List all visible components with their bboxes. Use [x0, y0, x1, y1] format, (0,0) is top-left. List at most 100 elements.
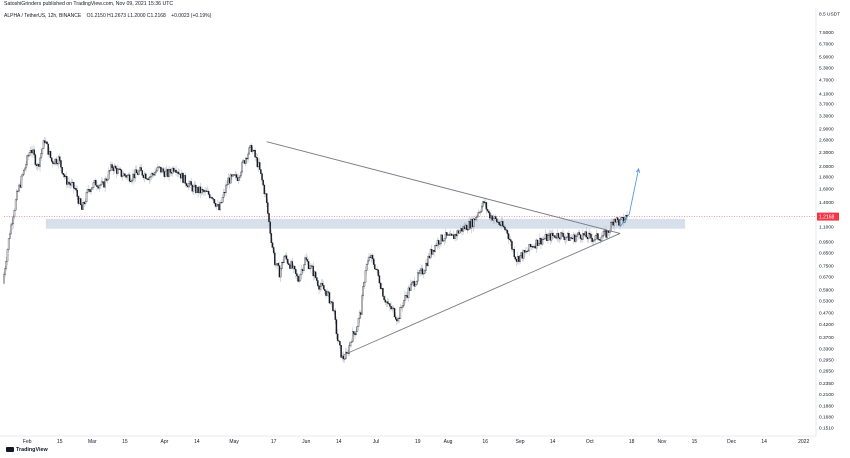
candle-body	[206, 190, 209, 192]
candle-body	[36, 163, 39, 167]
candle-body	[116, 168, 118, 174]
tradingview-brand[interactable]: TradingView	[6, 447, 48, 453]
x-tick-label: Apr	[161, 439, 169, 445]
candle-body	[492, 218, 495, 221]
candle-body	[141, 170, 144, 176]
candle-body	[606, 230, 608, 238]
candle-body	[585, 231, 588, 238]
candle-body	[560, 232, 562, 240]
candle-body	[19, 184, 21, 188]
candle-body	[610, 222, 612, 232]
candle-body	[587, 232, 590, 240]
y-tick-label: 0.2100	[819, 392, 834, 398]
candle-body	[464, 224, 467, 230]
candle-body	[95, 179, 97, 186]
candle-body	[616, 217, 619, 221]
candle-body	[500, 221, 503, 226]
candle-body	[21, 174, 24, 177]
candle-body	[54, 158, 56, 165]
candle-body	[573, 234, 576, 242]
candle-body	[499, 224, 502, 226]
candle-body	[364, 270, 367, 283]
candle-body	[245, 157, 247, 164]
candle-body	[374, 264, 376, 270]
candle-body	[508, 238, 511, 240]
candle-body	[77, 196, 80, 204]
candle-body	[583, 233, 585, 236]
candle-body	[274, 252, 276, 265]
candle-body	[370, 254, 373, 258]
candle-body	[38, 163, 40, 167]
candle-body	[48, 150, 51, 155]
tradingview-icon	[6, 447, 14, 453]
candle-body	[518, 256, 520, 262]
candle-body	[557, 233, 560, 238]
candle-body	[171, 167, 174, 174]
candle-body	[49, 150, 52, 158]
candle-body	[362, 286, 364, 297]
candle-body	[260, 169, 262, 174]
candle-body	[354, 333, 356, 336]
candle-body	[398, 317, 400, 319]
candle-body	[289, 264, 291, 269]
candle-body	[612, 221, 614, 226]
candle-body	[455, 234, 457, 237]
candle-body	[147, 178, 149, 181]
candle-body	[535, 239, 538, 249]
candle-body	[479, 211, 482, 213]
candle-body	[234, 174, 237, 176]
candle-body	[365, 264, 368, 271]
candle-body	[265, 193, 268, 203]
candle-body	[229, 174, 232, 184]
candle-body	[596, 233, 598, 236]
candle-body	[23, 169, 25, 175]
candle-body	[562, 232, 564, 237]
candle-body	[164, 170, 167, 177]
candle-body	[446, 232, 448, 236]
candle-body	[363, 282, 366, 287]
candle-body	[207, 190, 210, 195]
y-tick-label: 7.5000	[819, 30, 834, 36]
candle-body	[96, 185, 98, 187]
candle-body	[264, 193, 267, 195]
x-tick-label: Feb	[23, 439, 32, 445]
candle-body	[410, 283, 412, 291]
x-tick-label: Sep	[516, 439, 525, 445]
candle-body	[522, 250, 525, 259]
candle-body	[336, 333, 339, 341]
candle-body	[228, 177, 231, 184]
candle-body	[533, 245, 535, 248]
candle-body	[198, 186, 201, 193]
candle-body	[571, 238, 574, 240]
candle-body	[195, 184, 197, 193]
candle-body	[160, 167, 162, 173]
projection-arrow	[619, 168, 640, 228]
candle-body	[183, 175, 185, 183]
candle-body	[489, 212, 491, 219]
candle-body	[407, 287, 410, 298]
candle-body	[56, 163, 59, 165]
candle-body	[82, 202, 84, 210]
candle-body	[68, 181, 70, 184]
candle-body	[335, 319, 338, 335]
candle-body	[88, 189, 90, 191]
candle-body	[125, 175, 127, 178]
y-tick-label: 0.2650	[819, 369, 834, 375]
candle-body	[390, 306, 392, 310]
candle-body	[255, 156, 257, 158]
candle-body	[185, 183, 188, 186]
candle-body	[550, 232, 553, 241]
candle-body	[62, 173, 65, 175]
x-tick-label: 15	[57, 439, 63, 445]
y-tick-label: 0.4200	[819, 322, 834, 328]
candle-body	[468, 221, 470, 230]
candle-body	[376, 269, 378, 271]
candle-body	[449, 233, 452, 236]
candle-body	[350, 341, 353, 344]
candle-body	[285, 255, 288, 260]
x-tick-label: Jul	[373, 439, 379, 445]
candle-body	[60, 160, 62, 168]
candle-body	[457, 230, 460, 234]
candle-body	[351, 331, 354, 342]
